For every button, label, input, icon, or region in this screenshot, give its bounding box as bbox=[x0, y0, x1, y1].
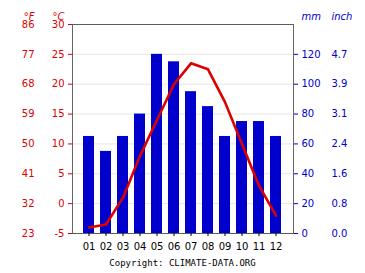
svg-text:23: 23 bbox=[22, 228, 35, 239]
svg-text:4.7: 4.7 bbox=[332, 49, 348, 60]
svg-text:09: 09 bbox=[219, 241, 232, 252]
svg-text:12: 12 bbox=[270, 241, 283, 252]
svg-text:68: 68 bbox=[22, 78, 35, 89]
svg-text:120: 120 bbox=[302, 49, 321, 60]
svg-text:80: 80 bbox=[302, 108, 315, 119]
svg-text:08: 08 bbox=[202, 241, 215, 252]
svg-text:inch: inch bbox=[332, 11, 353, 22]
svg-text:32: 32 bbox=[22, 198, 35, 209]
svg-text:04: 04 bbox=[134, 241, 147, 252]
svg-text:59: 59 bbox=[22, 108, 35, 119]
svg-text:11: 11 bbox=[253, 241, 266, 252]
svg-text:10: 10 bbox=[52, 138, 65, 149]
svg-text:07: 07 bbox=[185, 241, 198, 252]
svg-text:100: 100 bbox=[302, 78, 321, 89]
svg-text:25: 25 bbox=[52, 49, 65, 60]
svg-text:77: 77 bbox=[22, 49, 35, 60]
svg-text:20: 20 bbox=[302, 198, 315, 209]
svg-text:0: 0 bbox=[58, 198, 64, 209]
svg-text:40: 40 bbox=[302, 168, 315, 179]
svg-text:3.1: 3.1 bbox=[332, 108, 348, 119]
svg-text:0: 0 bbox=[302, 228, 308, 239]
svg-text:mm: mm bbox=[302, 11, 322, 22]
svg-text:10: 10 bbox=[236, 241, 249, 252]
svg-text:05: 05 bbox=[151, 241, 164, 252]
svg-text:-5: -5 bbox=[55, 228, 65, 239]
svg-text:2.4: 2.4 bbox=[332, 138, 348, 149]
svg-text:1.6: 1.6 bbox=[332, 168, 348, 179]
svg-text:02: 02 bbox=[100, 241, 113, 252]
svg-text:03: 03 bbox=[117, 241, 130, 252]
svg-text:3.9: 3.9 bbox=[332, 78, 348, 89]
svg-text:0.0: 0.0 bbox=[332, 228, 348, 239]
html-text:Copyright: CLIMATE-DATA.ORG: Copyright: CLIMATE-DATA.ORG bbox=[109, 258, 256, 268]
svg-text:01: 01 bbox=[83, 241, 96, 252]
svg-text:50: 50 bbox=[22, 138, 35, 149]
svg-text:15: 15 bbox=[52, 108, 65, 119]
svg-text:41: 41 bbox=[22, 168, 35, 179]
svg-text:°C: °C bbox=[53, 11, 65, 22]
svg-text:5: 5 bbox=[58, 168, 64, 179]
svg-text:°F: °F bbox=[24, 11, 35, 22]
svg-text:30: 30 bbox=[51, 18, 65, 30]
svg-text:86: 86 bbox=[21, 18, 35, 30]
svg-text:06: 06 bbox=[168, 241, 181, 252]
svg-text:0.8: 0.8 bbox=[332, 198, 348, 209]
svg-text:60: 60 bbox=[302, 138, 315, 149]
svg-text:20: 20 bbox=[52, 78, 65, 89]
